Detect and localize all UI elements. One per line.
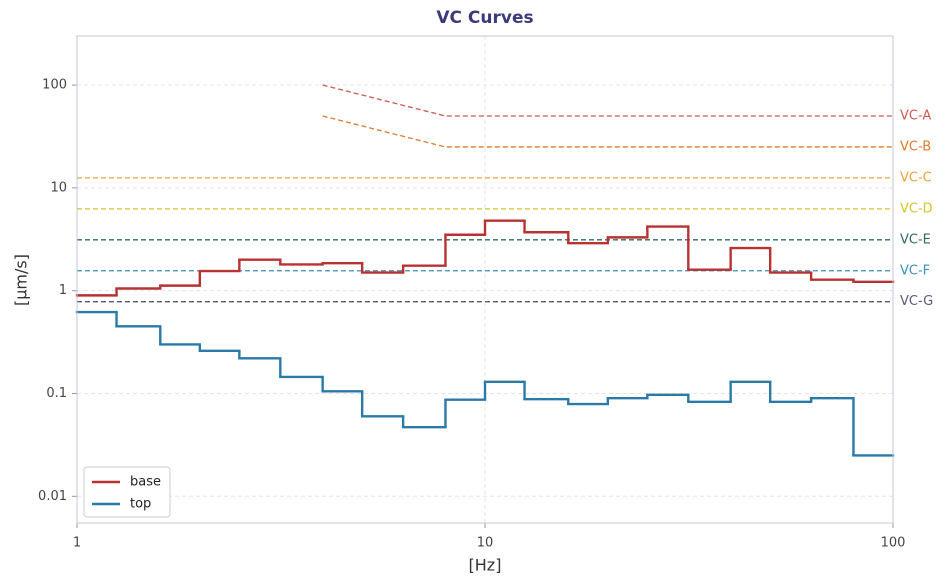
x-tick-label: 1 xyxy=(73,536,81,551)
y-tick-label: 0.01 xyxy=(38,489,67,504)
y-axis-label: [µm/s] xyxy=(12,254,31,306)
vc-curve xyxy=(322,84,893,117)
vc-label: VC-G xyxy=(900,294,933,309)
vc-label: VC-A xyxy=(900,109,931,124)
x-tick-label: 10 xyxy=(477,536,494,551)
y-tick-label: 100 xyxy=(42,78,67,93)
vc-label: VC-B xyxy=(900,139,931,154)
legend-label: top xyxy=(130,497,151,512)
y-tick-label: 1 xyxy=(59,283,67,298)
y-tick-label: 10 xyxy=(50,180,67,195)
vc-label: VC-C xyxy=(900,170,932,185)
y-tick-label: 0.1 xyxy=(46,386,67,401)
vc-label: VC-D xyxy=(900,201,933,216)
x-axis-label: [Hz] xyxy=(469,556,502,575)
plot-frame xyxy=(76,35,894,524)
chart-title: VC Curves xyxy=(436,8,533,28)
vc-label: VC-E xyxy=(900,232,931,247)
plot-area: VC-A VC-B VC-C VC-D VC-E VC-F VC-G xyxy=(75,84,933,457)
legend: base top xyxy=(83,466,171,518)
x-tick-label: 100 xyxy=(881,536,906,551)
legend-label: base xyxy=(130,475,161,490)
vc-curve xyxy=(322,115,893,148)
grid: 1 10 100 0.01 0.1 1 10 100 xyxy=(38,36,905,551)
vc-label: VC-F xyxy=(900,263,930,278)
